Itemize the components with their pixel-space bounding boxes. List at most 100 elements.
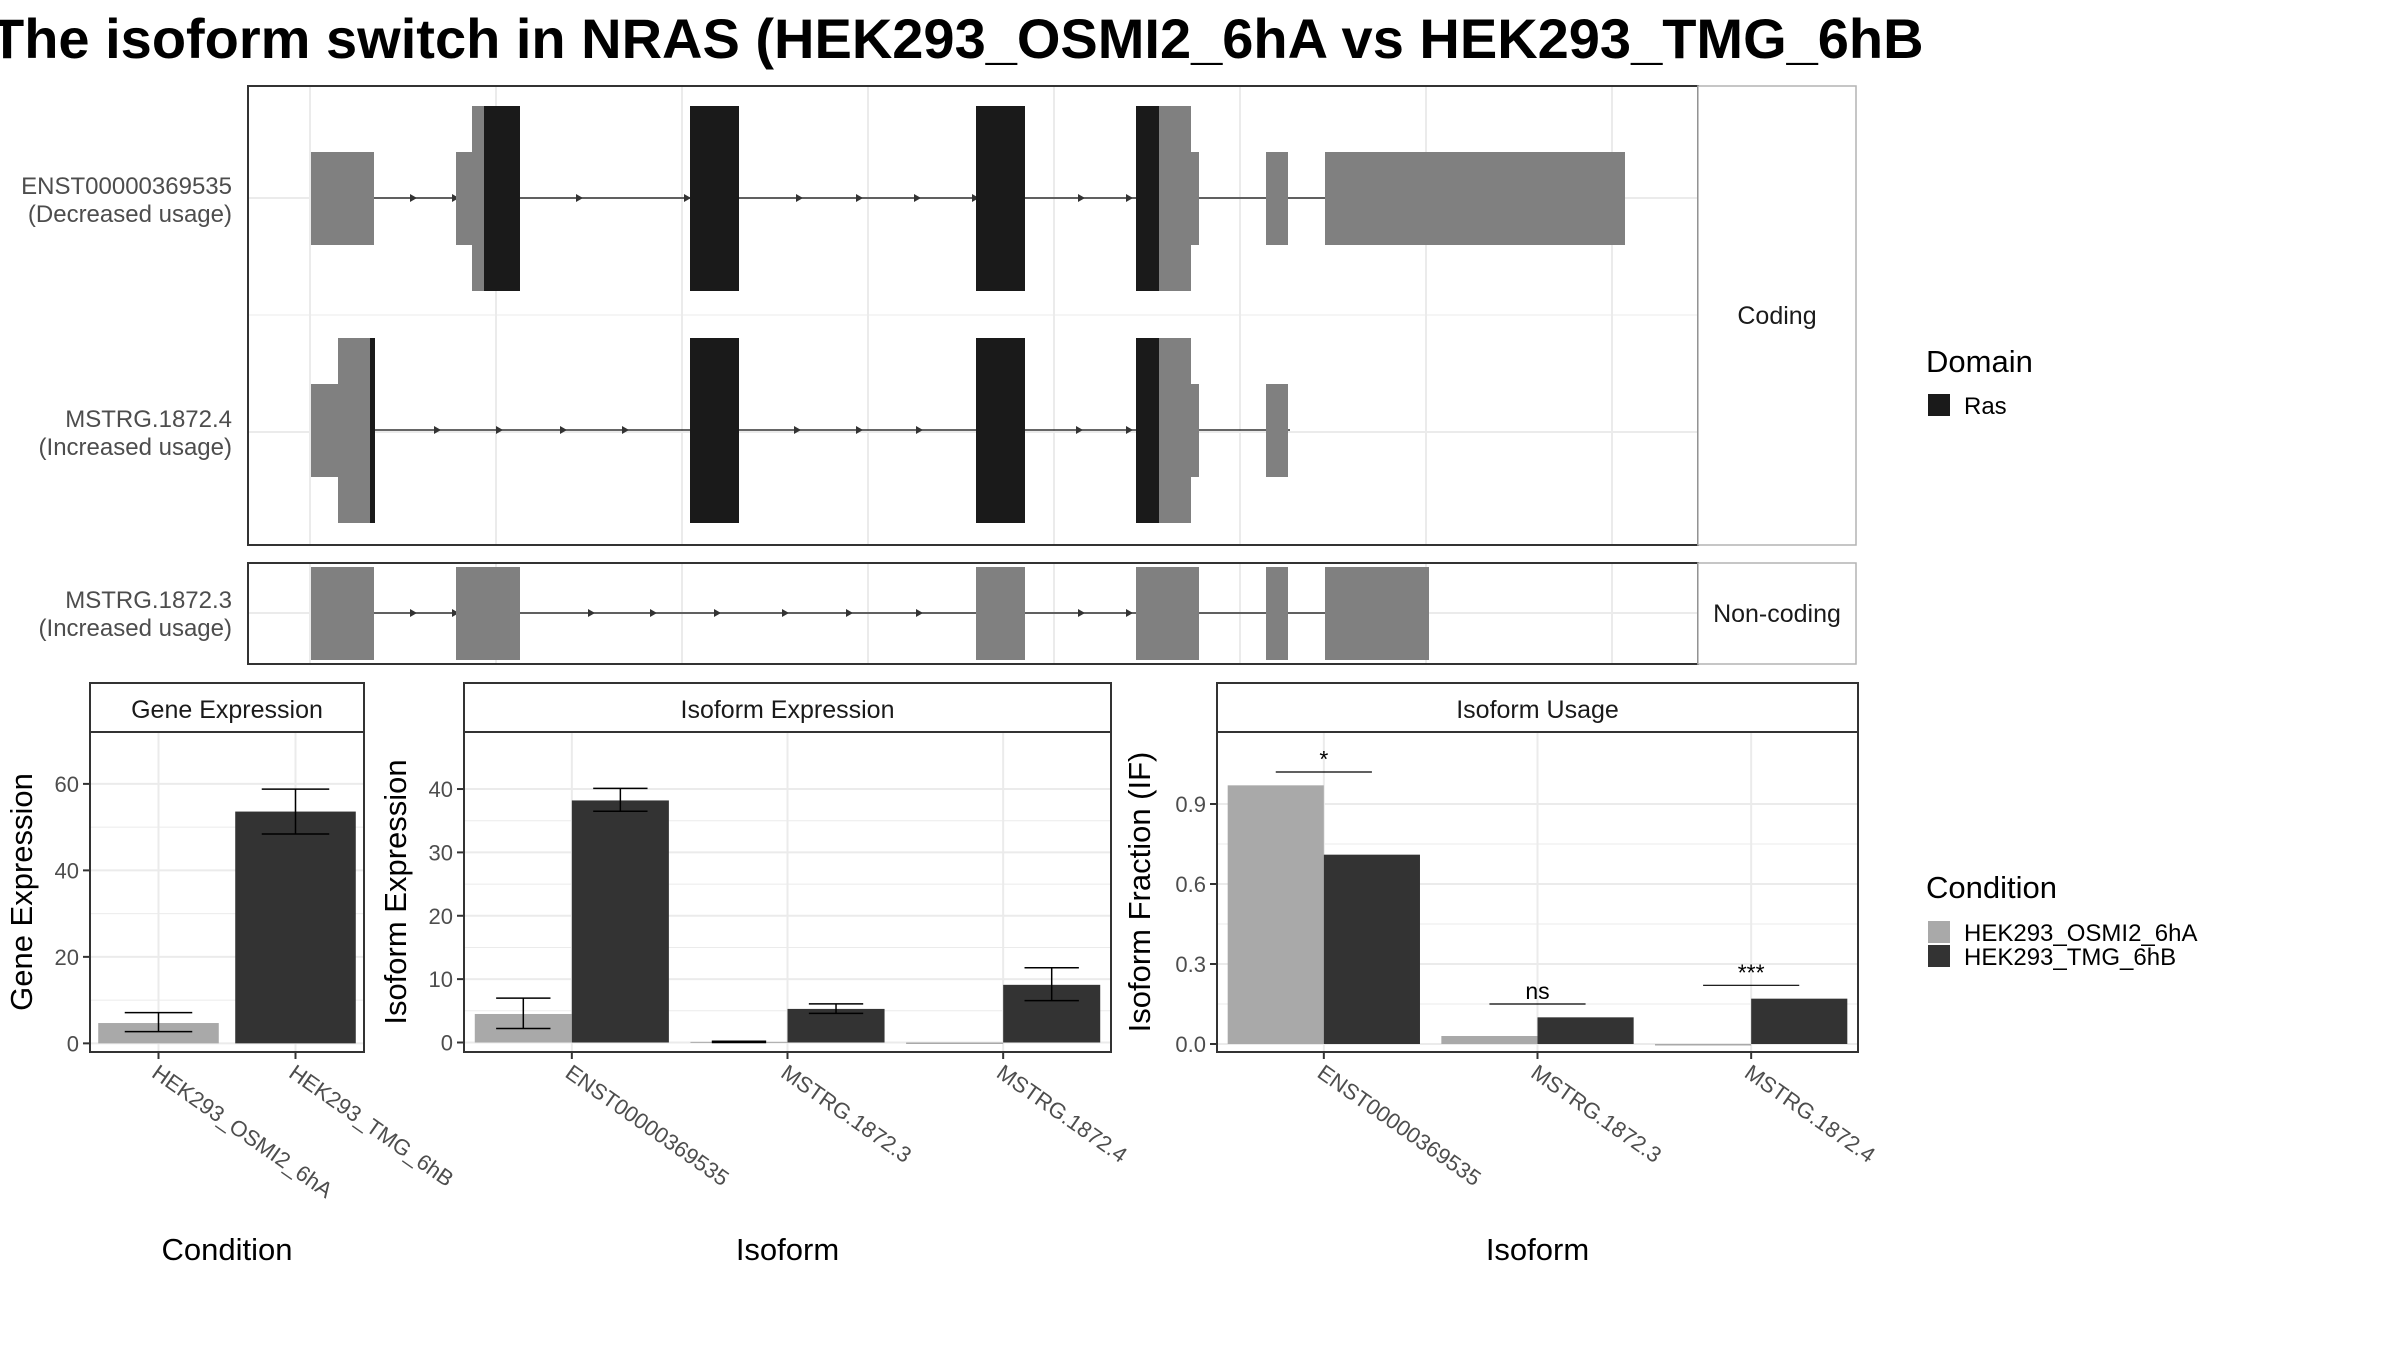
panel-strip-title: Gene Expression <box>131 696 323 724</box>
y-axis-title: Gene Expression <box>4 773 39 1011</box>
exon-utr <box>1266 152 1288 245</box>
ras-domain <box>976 106 1025 291</box>
noncoding-facet-strip: Non-coding <box>1697 562 1857 665</box>
bar-MSTRG.1872.3-HEK293_OSMI2_6hA <box>1441 1036 1538 1044</box>
isoform-usage-MSTRG.1872.4: (Increased usage) <box>39 434 232 461</box>
y-tick-label: 60 <box>55 772 79 797</box>
bar-MSTRG.1872.3-HEK293_TMG_6hB <box>1537 1017 1634 1044</box>
y-axis-title: Isoform Fraction (IF) <box>1122 752 1157 1033</box>
bar-HEK293_OSMI2_6hA <box>98 1023 219 1044</box>
panel-strip-title: Isoform Expression <box>681 696 895 724</box>
y-tick-label: 10 <box>429 967 453 992</box>
bar-ENST00000369535-HEK293_TMG_6hB <box>1323 854 1420 1044</box>
ras-domain <box>690 106 739 291</box>
structure-coding-panel <box>247 85 1699 546</box>
bar-panel-2: Isoform Usage * ns *** 0.0 0.3 0.6 0.9 ENST00000… <box>1122 682 1880 1267</box>
legend-label-condition-b: HEK293_TMG_6hB <box>1964 944 2176 971</box>
legend-label-ras: Ras <box>1964 393 2007 420</box>
ras-domain <box>1136 338 1159 523</box>
domain-legend-title: Domain <box>1926 344 2033 379</box>
figure-title: The isoform switch in NRAS (HEK293_OSMI2… <box>0 7 1924 70</box>
bar-MSTRG.1872.4-HEK293_OSMI2_6hA <box>1655 1044 1752 1046</box>
panel-border <box>89 731 365 1053</box>
y-tick-label: 0 <box>441 1030 453 1055</box>
condition-legend-title: Condition <box>1926 870 2057 905</box>
exon-utr <box>456 152 472 245</box>
error-bar <box>124 1011 193 1033</box>
y-axis-title: Isoform Expression <box>378 759 413 1024</box>
facet-label-coding: Coding <box>1737 302 1816 330</box>
intron-arrows <box>434 426 1133 434</box>
bar-chart-panels: Gene Expression0204060HEK293_OSMI2_6hAHE… <box>4 682 1880 1267</box>
error-bar <box>711 1040 767 1044</box>
x-tick-label: MSTRG.1872.3 <box>777 1060 917 1168</box>
ras-domain <box>690 338 739 523</box>
y-tick-label: 0.0 <box>1175 1032 1206 1057</box>
x-axis-title: Isoform <box>736 1232 839 1267</box>
domain-legend: Domain Ras <box>1926 344 2033 420</box>
ras-domain <box>1136 106 1159 291</box>
panel-strip <box>1216 682 1859 733</box>
legend-key-ras <box>1928 394 1950 416</box>
exon <box>456 567 520 660</box>
intron-arrows <box>410 609 1133 617</box>
coding-facet-strip: Coding <box>1697 85 1857 546</box>
isoform-labels: ENST00000369535 (Decreased usage) MSTRG.… <box>21 173 232 642</box>
exon-cds <box>472 106 484 291</box>
error-bar <box>1024 966 1079 1002</box>
error-bar <box>593 787 648 812</box>
ras-domain <box>370 338 375 523</box>
isoform-usage-MSTRG.1872.3: (Increased usage) <box>39 615 232 642</box>
y-tick-label: 20 <box>55 945 79 970</box>
transcript-ENST00000369535 <box>311 106 1625 291</box>
exon <box>1325 567 1429 660</box>
structure-noncoding-panel <box>247 562 1699 665</box>
y-tick-label: 30 <box>429 840 453 865</box>
y-tick-label: 40 <box>429 777 453 802</box>
exon-utr <box>311 152 374 245</box>
exon <box>1136 567 1199 660</box>
exon <box>311 567 374 660</box>
exon-utr <box>1266 384 1288 477</box>
bar-ENST00000369535-HEK293_OSMI2_6hA <box>1227 785 1324 1044</box>
condition-legend: Condition HEK293_OSMI2_6hA HEK293_TMG_6h… <box>1926 870 2197 971</box>
intron-arrows <box>410 194 1133 202</box>
bar-ENST00000369535-HEK293_TMG_6hB <box>571 800 669 1043</box>
x-tick-label: ENST00000369535 <box>1313 1060 1486 1191</box>
y-tick-label: 0.6 <box>1175 872 1206 897</box>
y-tick-label: 0 <box>67 1031 79 1056</box>
ras-domain <box>484 106 520 291</box>
transcript-MSTRG.1872.4 <box>311 338 1290 523</box>
isoform-usage-ENST00000369535: (Decreased usage) <box>28 201 232 228</box>
isoform-label-ENST00000369535: ENST00000369535 <box>21 173 232 200</box>
y-tick-label: 20 <box>429 904 453 929</box>
bar-HEK293_TMG_6hB <box>235 811 356 1044</box>
y-tick-label: 0.3 <box>1175 952 1206 977</box>
transcript-MSTRG.1872.3 <box>311 567 1429 660</box>
y-tick-label: 40 <box>55 858 79 883</box>
bar-panel-1: Isoform Expression 0 10 20 30 40 ENST000003695… <box>378 682 1132 1267</box>
panel-strip-title: Isoform Usage <box>1456 696 1619 724</box>
legend-label-condition-a: HEK293_OSMI2_6hA <box>1964 920 2197 947</box>
exon-cds <box>1159 106 1191 291</box>
y-tick-label: 0.9 <box>1175 792 1206 817</box>
bar-MSTRG.1872.3-HEK293_TMG_6hB <box>787 1008 885 1043</box>
error-bar <box>261 788 330 835</box>
x-axis-title: Isoform <box>1486 1232 1589 1267</box>
legend-key-condition-b <box>1928 945 1950 967</box>
significance-label: ns <box>1525 978 1549 1004</box>
significance-label: * <box>1319 746 1328 772</box>
ras-domain <box>976 338 1025 523</box>
exon <box>1266 567 1288 660</box>
exon <box>976 567 1025 660</box>
significance-label: *** <box>1738 959 1765 985</box>
facet-label-noncoding: Non-coding <box>1713 600 1841 628</box>
exon-utr <box>1325 152 1625 245</box>
exon-cds <box>338 338 370 523</box>
exon-utr <box>1191 152 1199 245</box>
x-tick-label: ENST00000369535 <box>561 1060 734 1191</box>
exon-utr <box>311 384 338 477</box>
x-tick-label: MSTRG.1872.3 <box>1527 1060 1667 1168</box>
